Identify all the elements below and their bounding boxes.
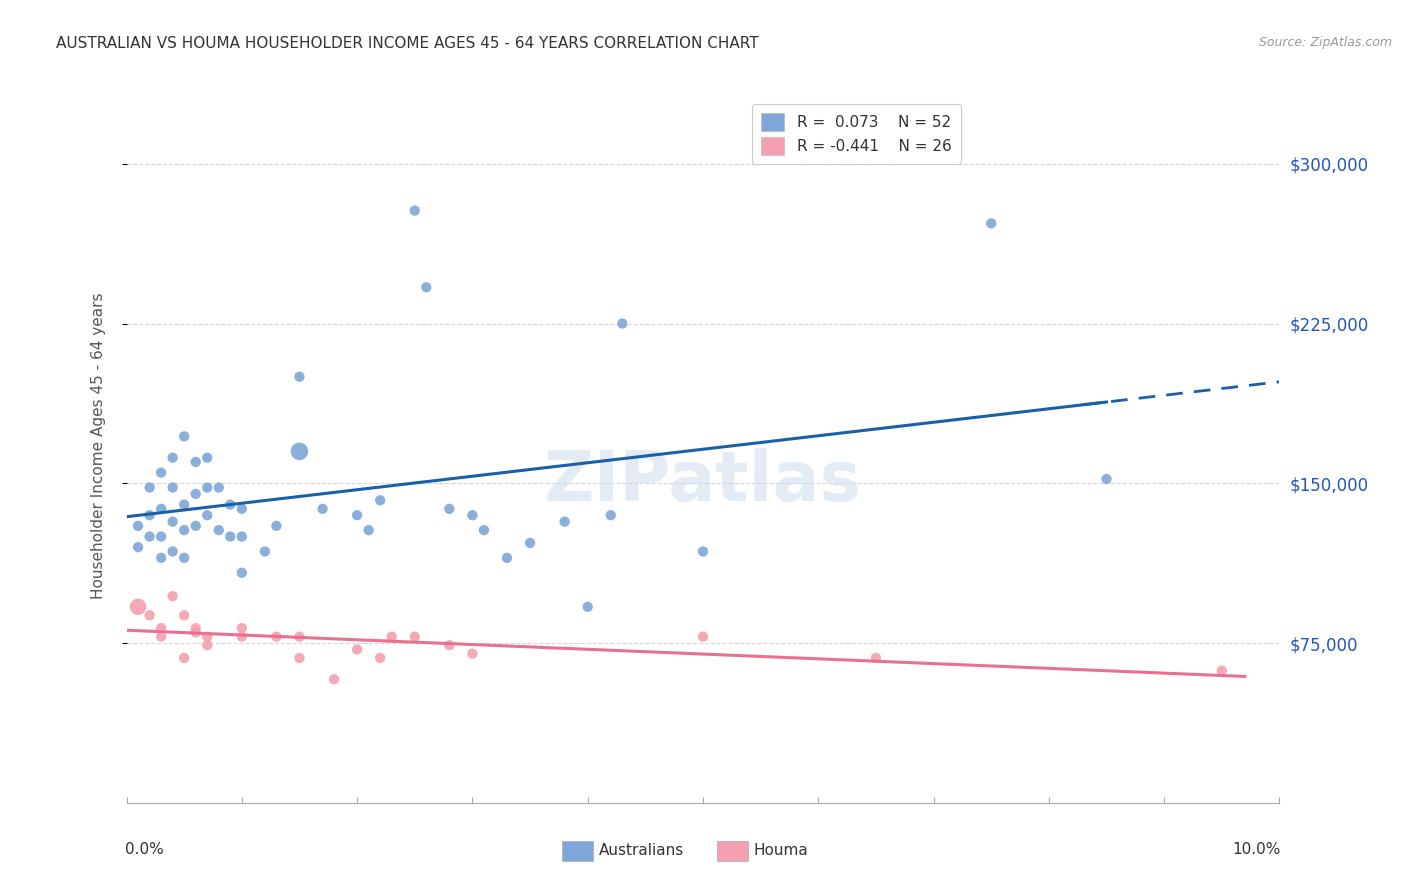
Point [173, 498, 195, 512]
Point [208, 481, 231, 495]
Point [184, 519, 207, 533]
Point [288, 444, 311, 458]
Point [612, 317, 634, 331]
Point [195, 508, 218, 523]
Point [173, 550, 195, 565]
Point [346, 508, 368, 523]
Text: Houma: Houma [754, 844, 808, 858]
Point [219, 498, 242, 512]
Point [472, 523, 495, 537]
Point [368, 493, 391, 508]
Point [231, 529, 253, 543]
Point [173, 429, 195, 443]
Point [127, 599, 149, 614]
Point [554, 515, 576, 529]
Point [461, 508, 484, 523]
Point [184, 625, 207, 640]
Point [288, 651, 311, 665]
Point [368, 651, 391, 665]
Point [346, 642, 368, 657]
Point [288, 630, 311, 644]
Point [461, 647, 484, 661]
Point [150, 630, 173, 644]
Point [231, 630, 253, 644]
Point [162, 481, 184, 495]
Point [162, 515, 184, 529]
Point [138, 481, 160, 495]
Point [195, 638, 218, 652]
Point [1095, 472, 1118, 486]
Point [381, 630, 404, 644]
Point [231, 501, 253, 516]
Point [162, 450, 184, 465]
Point [311, 501, 333, 516]
Point [231, 566, 253, 580]
Point [150, 529, 173, 543]
Point [404, 203, 426, 218]
Point [692, 544, 714, 558]
Text: Source: ZipAtlas.com: Source: ZipAtlas.com [1258, 36, 1392, 49]
Point [184, 487, 207, 501]
Point [288, 369, 311, 384]
Point [415, 280, 437, 294]
Point [150, 550, 173, 565]
Point [162, 544, 184, 558]
Point [138, 608, 160, 623]
Y-axis label: Householder Income Ages 45 - 64 years: Householder Income Ages 45 - 64 years [91, 293, 105, 599]
Point [599, 508, 621, 523]
Point [1211, 664, 1233, 678]
Point [980, 216, 1002, 230]
Point [138, 508, 160, 523]
Point [184, 621, 207, 635]
Point [357, 523, 380, 537]
Point [173, 608, 195, 623]
Text: Australians: Australians [599, 844, 685, 858]
Point [173, 523, 195, 537]
Point [266, 519, 288, 533]
Point [219, 529, 242, 543]
Point [692, 630, 714, 644]
Text: ZIPatlas: ZIPatlas [544, 448, 862, 516]
Point [519, 536, 541, 550]
Point [208, 523, 231, 537]
Text: 10.0%: 10.0% [1232, 842, 1281, 857]
Legend: R =  0.073    N = 52, R = -0.441    N = 26: R = 0.073 N = 52, R = -0.441 N = 26 [752, 104, 960, 164]
Text: 0.0%: 0.0% [125, 842, 165, 857]
Point [150, 501, 173, 516]
Point [253, 544, 276, 558]
Point [323, 672, 346, 686]
Point [404, 630, 426, 644]
Point [576, 599, 599, 614]
Point [173, 651, 195, 665]
Point [266, 630, 288, 644]
Point [127, 519, 149, 533]
Point [496, 550, 519, 565]
Point [439, 501, 461, 516]
Point [231, 621, 253, 635]
Point [195, 450, 218, 465]
Point [127, 540, 149, 554]
Point [865, 651, 887, 665]
Point [162, 589, 184, 603]
Point [150, 621, 173, 635]
Point [150, 466, 173, 480]
Point [195, 481, 218, 495]
Point [439, 638, 461, 652]
Text: AUSTRALIAN VS HOUMA HOUSEHOLDER INCOME AGES 45 - 64 YEARS CORRELATION CHART: AUSTRALIAN VS HOUMA HOUSEHOLDER INCOME A… [56, 36, 759, 51]
Point [184, 455, 207, 469]
Point [138, 529, 160, 543]
Point [195, 630, 218, 644]
